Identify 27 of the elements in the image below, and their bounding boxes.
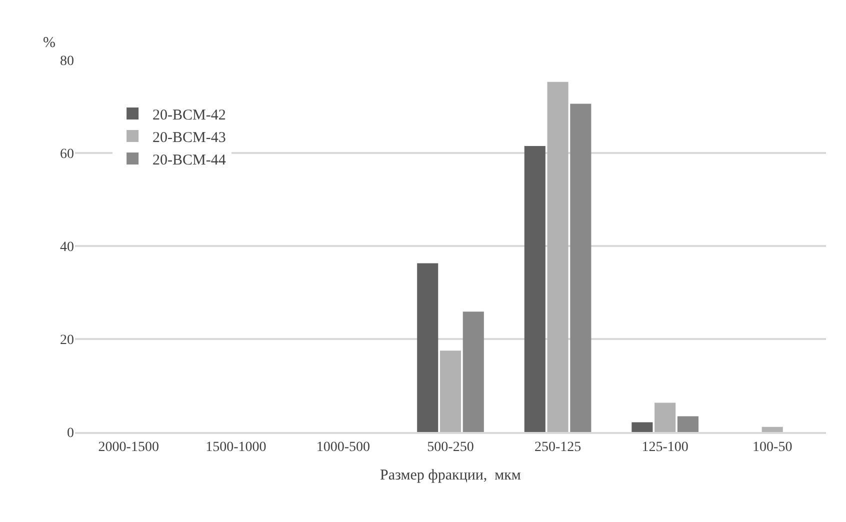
- legend-label: 20-BCM-43: [152, 130, 226, 146]
- bar: [762, 426, 783, 432]
- y-tick-label: 40: [60, 240, 74, 255]
- bar: [570, 104, 592, 432]
- x-axis-title: Размер фракции, мкм: [380, 467, 522, 484]
- bar: [524, 146, 546, 432]
- x-tick-label: 1000-500: [316, 440, 370, 455]
- bar: [654, 402, 676, 432]
- x-tick-label: 2000-1500: [98, 440, 159, 455]
- bar: [632, 422, 653, 432]
- bar: [677, 416, 698, 432]
- x-tick-label: 100-50: [752, 440, 792, 455]
- y-tick-label: 20: [60, 332, 74, 348]
- x-tick-label: 1500-1000: [206, 440, 266, 455]
- x-tick-label: 250-125: [534, 440, 582, 455]
- bar: [417, 263, 438, 432]
- legend-label: 20-BCM-42: [152, 107, 226, 124]
- bar: [440, 350, 462, 432]
- y-tick-label: 60: [60, 146, 74, 162]
- y-tick-label: 0: [67, 426, 74, 441]
- y-tick-label: 80: [60, 54, 74, 69]
- bar: [462, 312, 484, 432]
- bar: [547, 82, 568, 432]
- legend-label: 20-BCM-44: [152, 152, 226, 168]
- x-tick-label: 125-100: [642, 440, 688, 455]
- x-tick-label: 500-250: [427, 440, 474, 455]
- y-axis-title: %: [43, 35, 56, 51]
